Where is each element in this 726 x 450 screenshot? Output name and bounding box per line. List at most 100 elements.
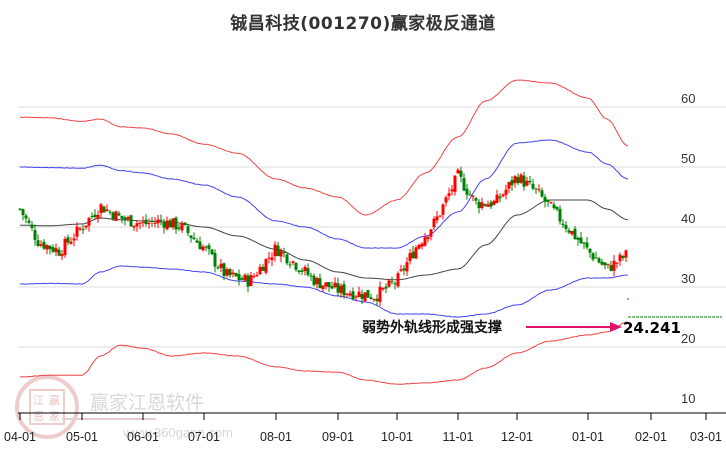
candle (264, 258, 268, 273)
candle (414, 247, 418, 259)
candle (525, 180, 529, 186)
watermark-name: 赢家江恩软件 (90, 392, 204, 414)
candle (84, 225, 88, 228)
candle (312, 275, 316, 286)
candle (516, 176, 520, 184)
candle (609, 265, 613, 271)
candle (378, 286, 382, 303)
candle (390, 281, 394, 283)
candle (276, 245, 280, 256)
x-tick-label: 05-01 (66, 430, 98, 444)
candle (144, 219, 148, 225)
annotation-value: 24.241 (623, 319, 681, 337)
candle (540, 190, 544, 197)
candle (561, 223, 565, 226)
candle (318, 278, 322, 289)
candle (294, 263, 298, 270)
candle (54, 248, 58, 253)
candle (423, 237, 427, 246)
y-tick-label: 20 (681, 331, 695, 346)
candle (546, 199, 550, 202)
candle (618, 254, 622, 262)
candle (564, 224, 568, 230)
candle (123, 217, 127, 220)
candle (435, 216, 439, 221)
candle (375, 298, 379, 302)
candle (192, 237, 196, 240)
candle (537, 189, 541, 191)
candle (594, 257, 598, 259)
candle (384, 286, 388, 289)
candle (399, 269, 403, 271)
candle (39, 244, 43, 246)
candle (558, 208, 562, 222)
x-tick-label: 12-01 (501, 430, 533, 444)
candle (222, 263, 226, 276)
candle (81, 228, 85, 230)
watermark-seal-icon (15, 375, 79, 439)
candle (114, 211, 118, 221)
x-tick-label: 02-01 (635, 430, 667, 444)
watermark: 江 赢 恩 家 赢家江恩软件 www.360gann.com (15, 375, 233, 440)
candle (327, 282, 331, 288)
candle (279, 250, 283, 257)
candle (153, 222, 157, 224)
candle (309, 275, 313, 277)
candle (606, 263, 610, 265)
candle (624, 250, 628, 258)
y-tick-label: 50 (681, 151, 695, 166)
candle (339, 285, 343, 294)
candle (285, 254, 289, 264)
candle (555, 206, 559, 210)
band-upper_inner_band (19, 139, 629, 249)
candle (405, 262, 409, 272)
y-tick-label: 10 (681, 391, 695, 406)
candle (237, 274, 241, 280)
candle (504, 189, 508, 195)
candle (45, 245, 49, 250)
candle (402, 268, 406, 271)
candle (270, 257, 274, 261)
candle (120, 215, 124, 219)
candle (534, 188, 538, 190)
candle (213, 252, 217, 267)
candle (78, 228, 82, 230)
candle (18, 208, 22, 210)
candle (507, 182, 511, 189)
candle (345, 293, 349, 295)
candle (549, 202, 553, 204)
candle (201, 246, 205, 251)
candle (21, 209, 25, 216)
candle (177, 227, 181, 229)
candle (267, 257, 271, 259)
candle (573, 228, 577, 240)
candle (96, 214, 100, 219)
candle (189, 235, 193, 239)
candle (228, 268, 232, 276)
candle (63, 238, 67, 255)
candle (336, 283, 340, 293)
candle (408, 253, 412, 261)
candle (315, 277, 319, 285)
candle (303, 266, 307, 272)
svg-text:赢: 赢 (49, 393, 60, 407)
candle (147, 223, 151, 225)
candle (258, 266, 262, 275)
candle (519, 174, 523, 183)
candle (75, 226, 79, 237)
candle (480, 202, 484, 208)
candle (249, 275, 253, 286)
candle (126, 217, 130, 220)
candle (210, 249, 214, 255)
candle (324, 282, 328, 287)
candle (117, 213, 121, 216)
candle (99, 204, 103, 214)
candle (621, 256, 625, 259)
candle (87, 217, 91, 226)
candle (531, 183, 535, 189)
candle (459, 170, 463, 177)
candle (135, 223, 139, 227)
candle (288, 264, 292, 266)
candle (426, 236, 430, 239)
candle (51, 247, 55, 252)
